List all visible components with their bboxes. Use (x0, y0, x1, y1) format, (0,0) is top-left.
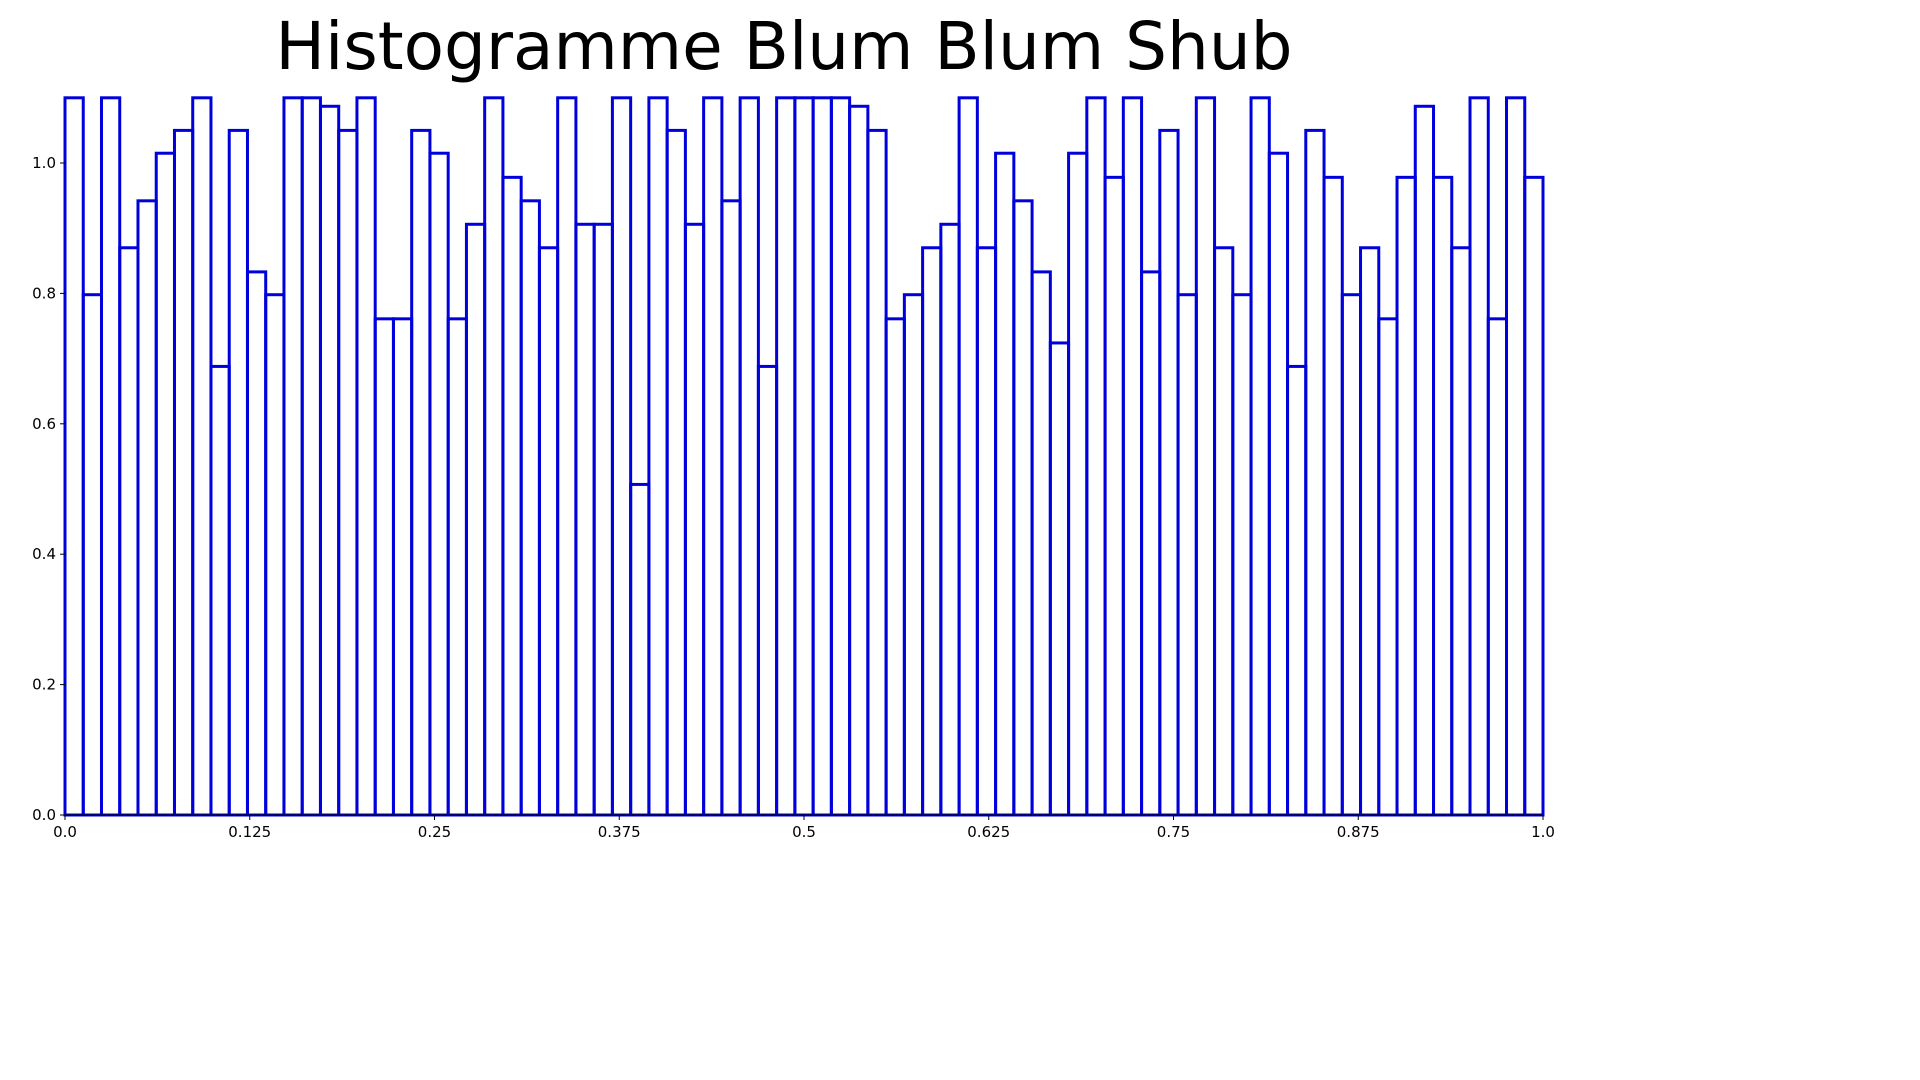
histogram-bar (994, 151, 1016, 817)
y-tick-label: 0.8 (32, 284, 56, 302)
histogram-bar (629, 482, 651, 817)
histogram-bar (1322, 175, 1344, 817)
histogram-bar (1140, 270, 1162, 817)
x-tick-label: 1.0 (1531, 823, 1555, 841)
histogram-bar (793, 96, 815, 817)
histogram-bar (902, 293, 925, 817)
histogram-bar (355, 96, 377, 817)
histogram-bar (1505, 96, 1527, 817)
histogram-bar (1012, 199, 1034, 817)
histogram-bar (1249, 96, 1271, 817)
y-tick-label: 0.4 (32, 545, 56, 563)
y-tick-label: 0.0 (32, 806, 56, 824)
histogram-bar (1413, 104, 1436, 817)
histogram-bar (519, 199, 541, 817)
histogram-bar (957, 96, 979, 817)
x-tick-label: 0.625 (967, 823, 1010, 841)
histogram-bar (756, 364, 779, 817)
x-tick-label: 0.375 (598, 823, 641, 841)
chart: Histogramme Blum Blum Shub 0.0 0.125 0.25 0… (32, 8, 1555, 842)
histogram-bar (81, 293, 103, 817)
histogram-bar (136, 199, 158, 817)
histogram-bar (227, 128, 249, 817)
histogram-bar (1523, 175, 1545, 817)
histogram-bar (1377, 317, 1399, 817)
histogram-bar (738, 96, 760, 817)
histogram-bar (683, 222, 706, 817)
x-tick-label: 0.75 (1157, 823, 1190, 841)
histogram-bar (665, 128, 687, 817)
histogram-bar (501, 175, 523, 817)
histogram-bar (1468, 96, 1490, 817)
histogram-bar (1030, 270, 1052, 817)
histogram-bar (209, 364, 231, 817)
histogram-bar (829, 96, 852, 817)
histogram-bar (939, 222, 961, 817)
histogram-bar (866, 128, 888, 817)
histogram-bar (1194, 96, 1217, 817)
histogram-bar (574, 222, 596, 817)
histogram-bar (1103, 175, 1125, 817)
x-tick-label: 0.5 (792, 823, 816, 841)
histogram-bar (154, 151, 176, 817)
histogram-bar (702, 96, 724, 817)
histogram-bar (921, 246, 943, 817)
histogram-bar (1121, 96, 1144, 817)
histogram-bar (118, 246, 140, 817)
histogram-bar (464, 222, 487, 817)
histogram-bar (848, 104, 870, 817)
histogram-bar (1340, 293, 1363, 817)
histogram-bar (592, 222, 614, 817)
histogram-bar (1231, 293, 1253, 817)
histogram-bar (99, 96, 122, 817)
chart-title: Histogramme Blum Blum Shub (275, 8, 1293, 85)
histogram-bar (1450, 246, 1472, 817)
histogram-bar (1359, 246, 1381, 817)
histogram-bar (975, 246, 998, 817)
histogram-bar (446, 317, 468, 817)
histogram-bar (884, 317, 906, 817)
histogram-bar (1067, 151, 1089, 817)
y-tick-label: 1.0 (32, 154, 56, 172)
histogram-bar (1158, 128, 1180, 817)
histogram-bar (556, 96, 578, 817)
histogram-bar (1486, 317, 1509, 817)
histogram-bar (1267, 151, 1290, 817)
histogram-bar (811, 96, 833, 817)
histogram-bar (300, 96, 322, 817)
histogram-bar (647, 96, 669, 817)
y-tick-label: 0.6 (32, 415, 56, 433)
histogram-bar (391, 317, 414, 817)
histogram-bar (63, 96, 85, 817)
histogram-bar (775, 96, 797, 817)
histogram-bar (1286, 364, 1308, 817)
x-tick-label: 0.125 (228, 823, 271, 841)
histogram-bar (337, 128, 359, 817)
y-tick-label: 0.2 (32, 676, 56, 694)
histogram-bar (245, 270, 268, 817)
histogram-bar (1048, 341, 1071, 817)
histogram-bar (264, 293, 286, 817)
histogram-bar (1304, 128, 1326, 817)
histogram-bar (410, 128, 432, 817)
histogram-bar (720, 199, 742, 817)
histogram-bar (1176, 293, 1198, 817)
histogram-bar (1213, 246, 1235, 817)
histogram-bar (373, 317, 395, 817)
histogram-bar (428, 151, 450, 817)
histogram-bar (318, 104, 341, 817)
x-tick-label: 0.25 (418, 823, 451, 841)
histogram-bar (1432, 175, 1454, 817)
histogram-bar (483, 96, 505, 817)
histogram-bar (610, 96, 633, 817)
histogram-bar (1085, 96, 1107, 817)
plot-area: 0.0 0.125 0.25 0.375 0.5 0.625 0.75 0.875 1.0 0.0… (32, 96, 1555, 841)
histogram-bar (172, 128, 195, 817)
x-tick-label: 0.875 (1337, 823, 1380, 841)
histogram-bar (1395, 175, 1417, 817)
histogram-bar (282, 96, 304, 817)
histogram-bar (537, 246, 560, 817)
x-tick-label: 0.0 (53, 823, 77, 841)
histogram-bar (191, 96, 213, 817)
